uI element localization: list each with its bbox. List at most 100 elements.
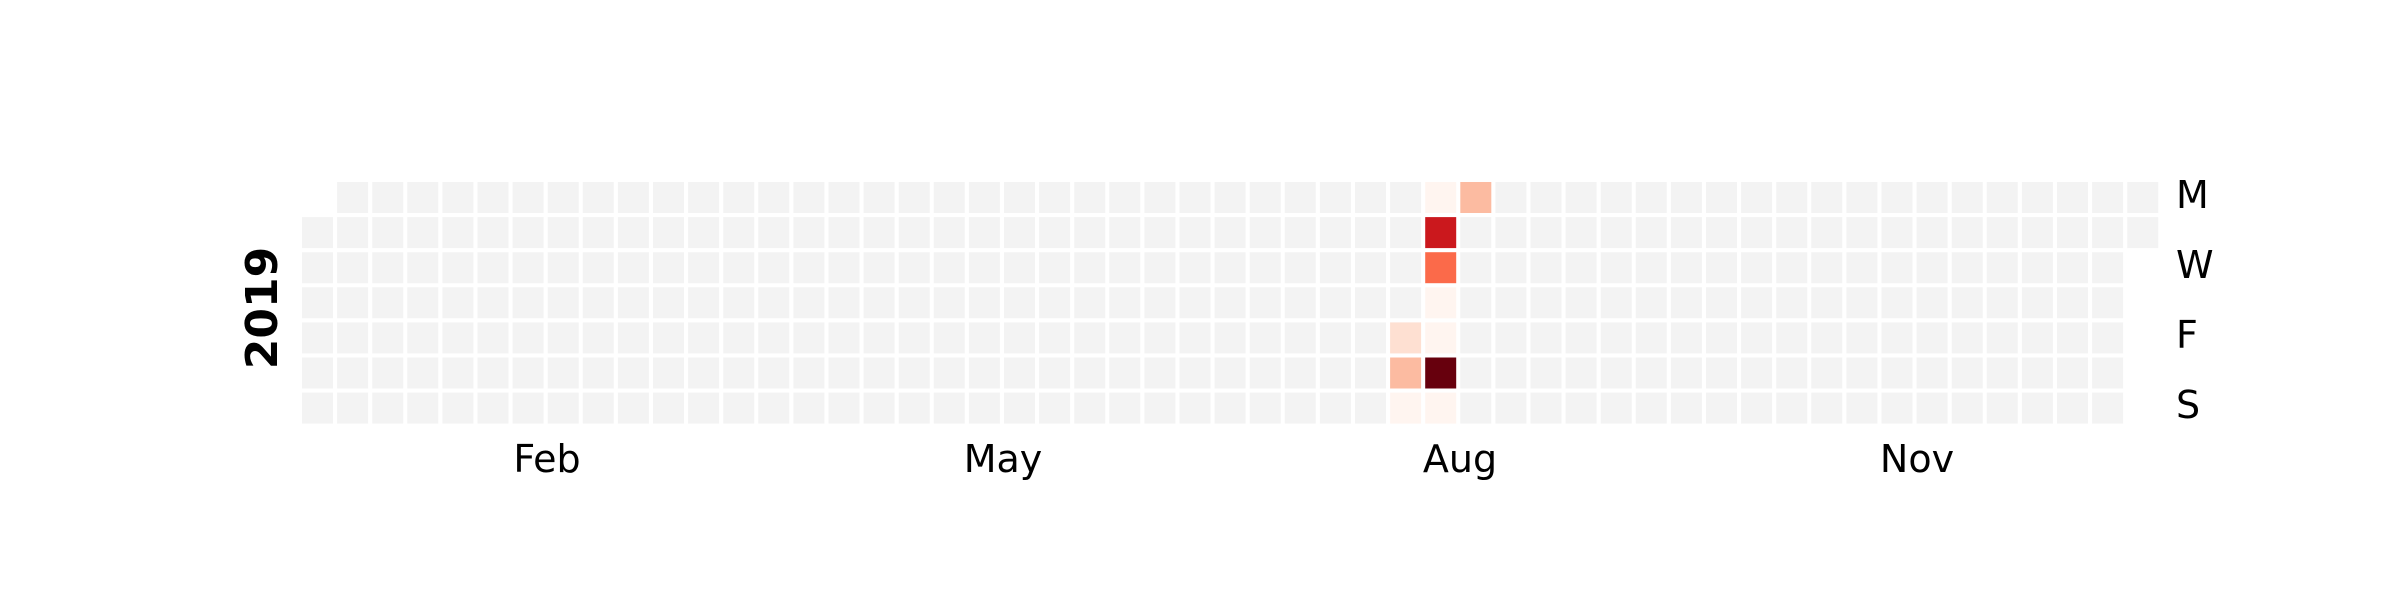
heatmap-cell bbox=[1706, 287, 1737, 319]
heatmap-cell bbox=[758, 252, 790, 284]
heatmap-cell bbox=[1074, 322, 1106, 354]
heatmap-cell bbox=[653, 357, 684, 389]
heatmap-cell bbox=[407, 392, 439, 424]
heatmap-cell bbox=[1390, 182, 1422, 213]
heatmap-cell bbox=[302, 252, 333, 284]
heatmap-cell bbox=[1495, 357, 1527, 389]
heatmap-cell bbox=[1214, 287, 1246, 319]
heatmap-cell bbox=[1249, 252, 1281, 284]
heatmap-cell bbox=[933, 252, 965, 284]
heatmap-cell bbox=[1916, 357, 1948, 389]
heatmap-cell bbox=[1916, 217, 1948, 249]
heatmap-cell bbox=[442, 287, 474, 319]
heatmap-cell bbox=[1144, 287, 1176, 319]
heatmap-cell bbox=[898, 287, 930, 319]
heatmap-cell bbox=[1706, 252, 1737, 284]
heatmap-cell bbox=[372, 322, 404, 354]
heatmap-cell bbox=[1951, 252, 1983, 284]
heatmap-cell bbox=[1776, 357, 1808, 389]
heatmap-cell bbox=[1039, 182, 1071, 213]
heatmap-cell bbox=[933, 182, 965, 213]
heatmap-cell bbox=[1109, 357, 1141, 389]
heatmap-cell bbox=[1635, 252, 1667, 284]
heatmap-cell bbox=[407, 287, 439, 319]
heatmap-cell bbox=[1249, 287, 1281, 319]
heatmap-cell bbox=[828, 252, 860, 284]
heatmap-cell bbox=[688, 287, 720, 319]
heatmap-cell bbox=[1530, 182, 1562, 213]
heatmap-cell bbox=[793, 252, 825, 284]
heatmap-cell bbox=[1109, 217, 1141, 249]
heatmap-cell bbox=[1565, 322, 1597, 354]
heatmap-cell bbox=[2127, 182, 2159, 213]
heatmap-cell bbox=[968, 392, 1000, 424]
month-label-aug: Aug bbox=[1423, 437, 1497, 481]
heatmap-cell bbox=[582, 217, 614, 249]
heatmap-cell bbox=[337, 182, 369, 213]
heatmap-cell bbox=[723, 322, 755, 354]
day-label-sunday: S bbox=[2176, 383, 2200, 427]
heatmap-cell bbox=[2057, 287, 2088, 319]
heatmap-cell bbox=[1881, 322, 1913, 354]
heatmap-cell bbox=[653, 217, 684, 249]
heatmap-cell bbox=[1670, 287, 1702, 319]
heatmap-cell bbox=[1811, 287, 1843, 319]
heatmap-cell bbox=[407, 322, 439, 354]
heatmap-cell bbox=[442, 252, 474, 284]
heatmap-cell bbox=[1425, 357, 1457, 389]
heatmap-cell bbox=[1144, 392, 1176, 424]
heatmap-cell bbox=[1144, 252, 1176, 284]
heatmap-cell bbox=[968, 217, 1000, 249]
heatmap-cell bbox=[547, 357, 579, 389]
heatmap-cell bbox=[2057, 357, 2088, 389]
heatmap-cell bbox=[1635, 217, 1667, 249]
heatmap-cell bbox=[1460, 392, 1492, 424]
heatmap-cell bbox=[1951, 357, 1983, 389]
heatmap-cell bbox=[1039, 392, 1071, 424]
heatmap-cell bbox=[1846, 182, 1878, 213]
heatmap-cell bbox=[828, 217, 860, 249]
heatmap-cell bbox=[512, 322, 544, 354]
heatmap-cell bbox=[1881, 182, 1913, 213]
heatmap-cell bbox=[968, 357, 1000, 389]
heatmap-cell bbox=[1390, 392, 1422, 424]
heatmap-cell bbox=[968, 252, 1000, 284]
heatmap-cell bbox=[1846, 217, 1878, 249]
heatmap-cell bbox=[863, 182, 895, 213]
heatmap-cell bbox=[1039, 217, 1071, 249]
heatmap-cell bbox=[1109, 322, 1141, 354]
heatmap-cell bbox=[1495, 182, 1527, 213]
heatmap-cell bbox=[1600, 287, 1632, 319]
heatmap-cell bbox=[1074, 182, 1106, 213]
heatmap-cell bbox=[1811, 182, 1843, 213]
heatmap-cell bbox=[477, 252, 509, 284]
heatmap-cell bbox=[2092, 252, 2124, 284]
heatmap-cell bbox=[1916, 252, 1948, 284]
heatmap-cell bbox=[477, 287, 509, 319]
heatmap-cell bbox=[372, 287, 404, 319]
heatmap-cell bbox=[1600, 322, 1632, 354]
heatmap-cell bbox=[1074, 287, 1106, 319]
heatmap-cell bbox=[898, 252, 930, 284]
heatmap-cell bbox=[1039, 252, 1071, 284]
heatmap-cell bbox=[653, 252, 684, 284]
heatmap-cell bbox=[442, 322, 474, 354]
heatmap-cell bbox=[1004, 217, 1035, 249]
heatmap-cell bbox=[828, 182, 860, 213]
heatmap-cell bbox=[372, 182, 404, 213]
heatmap-cell bbox=[407, 357, 439, 389]
heatmap-cell bbox=[1319, 392, 1351, 424]
heatmap-cell bbox=[933, 217, 965, 249]
heatmap-cell bbox=[1284, 217, 1316, 249]
heatmap-cell bbox=[582, 357, 614, 389]
heatmap-cell bbox=[1074, 357, 1106, 389]
heatmap-cell bbox=[793, 287, 825, 319]
heatmap-cell bbox=[2092, 182, 2124, 213]
heatmap-cell bbox=[1284, 287, 1316, 319]
heatmap-cell bbox=[407, 252, 439, 284]
heatmap-cell bbox=[758, 182, 790, 213]
heatmap-cell bbox=[653, 182, 684, 213]
heatmap-cell bbox=[1635, 357, 1667, 389]
heatmap-cell bbox=[1284, 252, 1316, 284]
